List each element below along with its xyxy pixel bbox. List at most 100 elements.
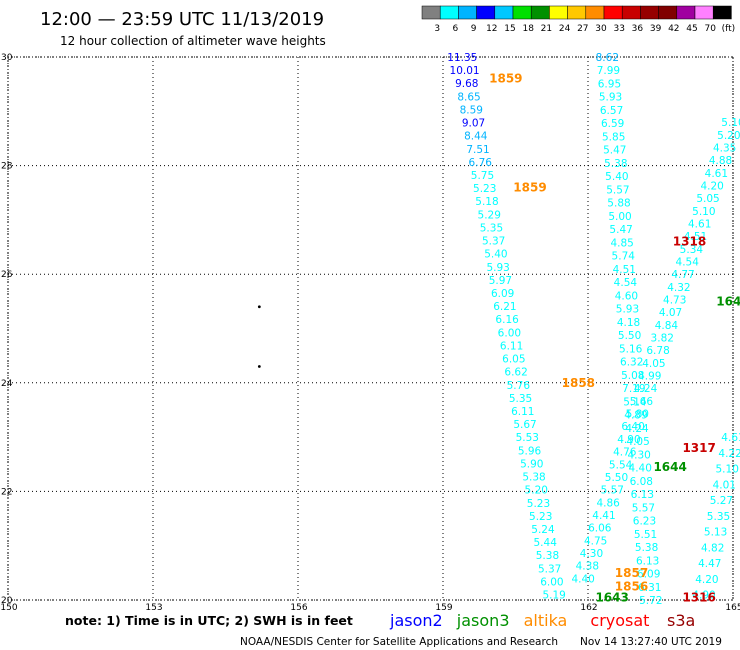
wave-height-value: 5.75	[471, 170, 494, 182]
wave-height-value: 5.23	[473, 183, 496, 195]
wave-height-value: 5.10	[692, 206, 715, 218]
wave-height-value: 6.95	[598, 78, 621, 90]
wave-height-value: 6.59	[601, 118, 624, 130]
wave-height-value: 8.62	[596, 52, 619, 64]
wave-height-value: 6.09	[491, 288, 514, 300]
wave-height-value: 5.29	[478, 209, 501, 221]
pass-time-label: 1317	[682, 441, 715, 455]
colorbar-label: 15	[504, 24, 515, 34]
wave-height-value: 4.61	[705, 168, 728, 180]
colorbar-swatch	[421, 5, 441, 20]
wave-height-value: 10.01	[450, 65, 480, 77]
wave-height-value: 5.37	[538, 563, 561, 575]
wave-height-value: 4.75	[584, 535, 607, 547]
wave-height-value: 4.30	[580, 548, 603, 560]
x-tick-label: 165	[725, 603, 740, 613]
wave-height-value: 5.40	[605, 171, 628, 183]
wave-height-value: 4.01	[713, 479, 736, 491]
wave-height-value: 5.10	[716, 464, 739, 476]
wave-height-value: 9.07	[462, 118, 485, 130]
chart-subtitle: 12 hour collection of altimeter wave hei…	[60, 34, 326, 48]
colorbar-swatch	[458, 5, 477, 20]
wave-height-value: 5.34	[680, 244, 704, 256]
dot-marker	[257, 365, 261, 368]
wave-height-value: 5.50	[605, 472, 628, 484]
wave-height-value: 6.57	[600, 105, 623, 117]
pass-time-label: 1316	[682, 590, 715, 604]
wave-height-value: 8.44	[464, 131, 488, 143]
wave-height-value: 3.82	[651, 333, 674, 345]
wave-height-value: 6.09	[637, 569, 660, 581]
colorbar-label: 36	[632, 24, 644, 34]
pass-time-label: 1318	[673, 235, 706, 249]
colorbar-swatch	[658, 5, 678, 20]
wave-height-value: 5.90	[520, 458, 543, 470]
y-tick-label: 24	[1, 379, 13, 389]
colorbar-label: 39	[650, 24, 662, 34]
wave-height-value: 5.35	[509, 393, 532, 405]
wave-height-value: 4.99	[638, 371, 661, 383]
colorbar-label: 30	[595, 24, 607, 34]
wave-height-value: 5.93	[616, 304, 639, 316]
wave-height-value: 5.35	[707, 511, 730, 523]
wave-height-value: 4.89	[624, 410, 647, 422]
wave-height-value: 5.16	[619, 343, 643, 355]
wave-height-value: 4.32	[667, 282, 690, 294]
wave-height-value: 4.41	[592, 510, 615, 522]
footer-credit: NOAA/NESDIS Center for Satellite Applica…	[240, 636, 558, 648]
wave-height-value: 7.19	[622, 383, 645, 395]
wave-height-value: 8.65	[457, 91, 480, 103]
wave-height-value: 6.16	[495, 314, 519, 326]
pass-time-label: 1856	[615, 579, 648, 593]
colorbar-swatch	[712, 5, 732, 20]
wave-height-value: 5.23	[529, 511, 552, 523]
wave-height-value: 6.06	[588, 523, 612, 535]
wave-height-value: 5.47	[603, 145, 626, 157]
wave-height-value: 5.38	[536, 550, 559, 562]
wave-height-value: 4.90	[617, 434, 640, 446]
colorbar: 3 6 9 12 15 18 21 24 27 30 33 36 39 42 45 70 (ft)	[421, 5, 735, 34]
wave-height-value: 5.05	[696, 193, 719, 205]
wave-height-value: 5.72	[639, 595, 662, 607]
plot-frame	[7, 56, 734, 601]
wave-height-value: 6.05	[502, 354, 525, 366]
wave-height-value: 5.35	[480, 222, 503, 234]
satellite-legend-cryosat: cryosat	[590, 611, 649, 630]
pass-time-label: 1859	[513, 180, 546, 194]
colorbar-label: 6	[453, 24, 459, 34]
wave-height-value: 4.07	[659, 307, 682, 319]
wave-height-value: 6.00	[540, 576, 563, 588]
colorbar-swatch	[640, 5, 659, 20]
wave-height-value: 4.82	[701, 542, 724, 554]
note-text: note: 1) Time is in UTC; 2) SWH is in fe…	[65, 613, 353, 628]
wave-height-value: 5.44	[534, 537, 558, 549]
wave-height-value: 6.13	[631, 489, 654, 501]
wave-height-value: 4.30	[627, 449, 650, 461]
pass-time-label: 1645	[716, 294, 740, 308]
colorbar-label: 3	[434, 24, 440, 34]
wave-height-value: 6.31	[638, 582, 661, 594]
pass-time-label: 1858	[562, 376, 595, 390]
wave-height-value: 5.20	[717, 130, 740, 142]
satellite-legend-jason3: jason3	[456, 611, 510, 630]
satellite-legend: jason2 jason3 altika cryosat s3a	[389, 611, 695, 630]
colorbar-swatch	[530, 5, 550, 20]
wave-height-value: 4.54	[614, 277, 638, 289]
wave-height-value: 6.21	[493, 301, 516, 313]
colorbar-swatch	[676, 5, 696, 20]
wave-height-value: 6.00	[498, 327, 521, 339]
wave-height-value: 6.13	[636, 555, 659, 567]
colorbar-label: 33	[613, 24, 624, 34]
pass-time-label: 1857	[615, 566, 648, 580]
wave-height-value: 5.14	[623, 396, 647, 408]
wave-height-value: 4.35	[713, 143, 736, 155]
wave-height-value: 4.54	[676, 257, 700, 269]
wave-height-value: 5.66	[630, 396, 654, 408]
grid	[7, 56, 734, 601]
dot-markers	[257, 305, 261, 368]
wave-height-value: 11.35	[447, 52, 477, 64]
wave-height-value: 5.76	[507, 380, 531, 392]
y-tick-label: 26	[1, 270, 13, 280]
colorbar-label: 70	[704, 24, 716, 34]
